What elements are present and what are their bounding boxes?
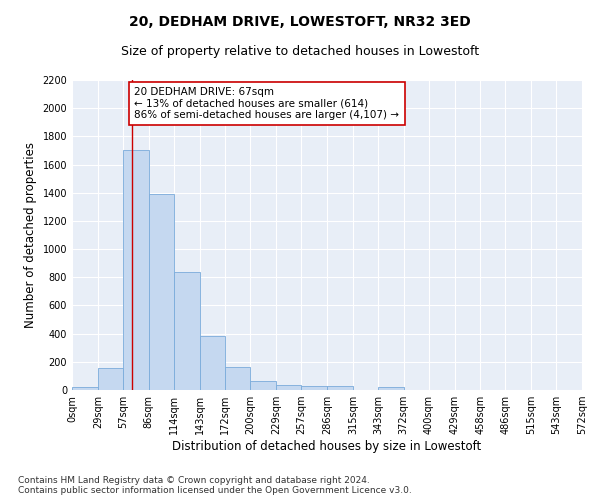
Bar <box>173 272 199 390</box>
Bar <box>378 387 404 390</box>
Y-axis label: Number of detached properties: Number of detached properties <box>24 142 37 328</box>
Bar <box>98 368 123 390</box>
Bar <box>327 386 353 390</box>
Text: Size of property relative to detached houses in Lowestoft: Size of property relative to detached ho… <box>121 45 479 58</box>
Bar <box>149 194 173 390</box>
Bar <box>72 387 98 390</box>
Bar <box>123 150 149 390</box>
Bar <box>226 368 250 390</box>
Text: 20 DEDHAM DRIVE: 67sqm
← 13% of detached houses are smaller (614)
86% of semi-de: 20 DEDHAM DRIVE: 67sqm ← 13% of detached… <box>134 87 400 120</box>
Bar <box>301 386 327 390</box>
Bar <box>199 336 226 390</box>
X-axis label: Distribution of detached houses by size in Lowestoft: Distribution of detached houses by size … <box>172 440 482 453</box>
Text: Contains HM Land Registry data © Crown copyright and database right 2024.
Contai: Contains HM Land Registry data © Crown c… <box>18 476 412 495</box>
Text: 20, DEDHAM DRIVE, LOWESTOFT, NR32 3ED: 20, DEDHAM DRIVE, LOWESTOFT, NR32 3ED <box>129 15 471 29</box>
Bar <box>250 381 276 390</box>
Bar <box>276 385 301 390</box>
